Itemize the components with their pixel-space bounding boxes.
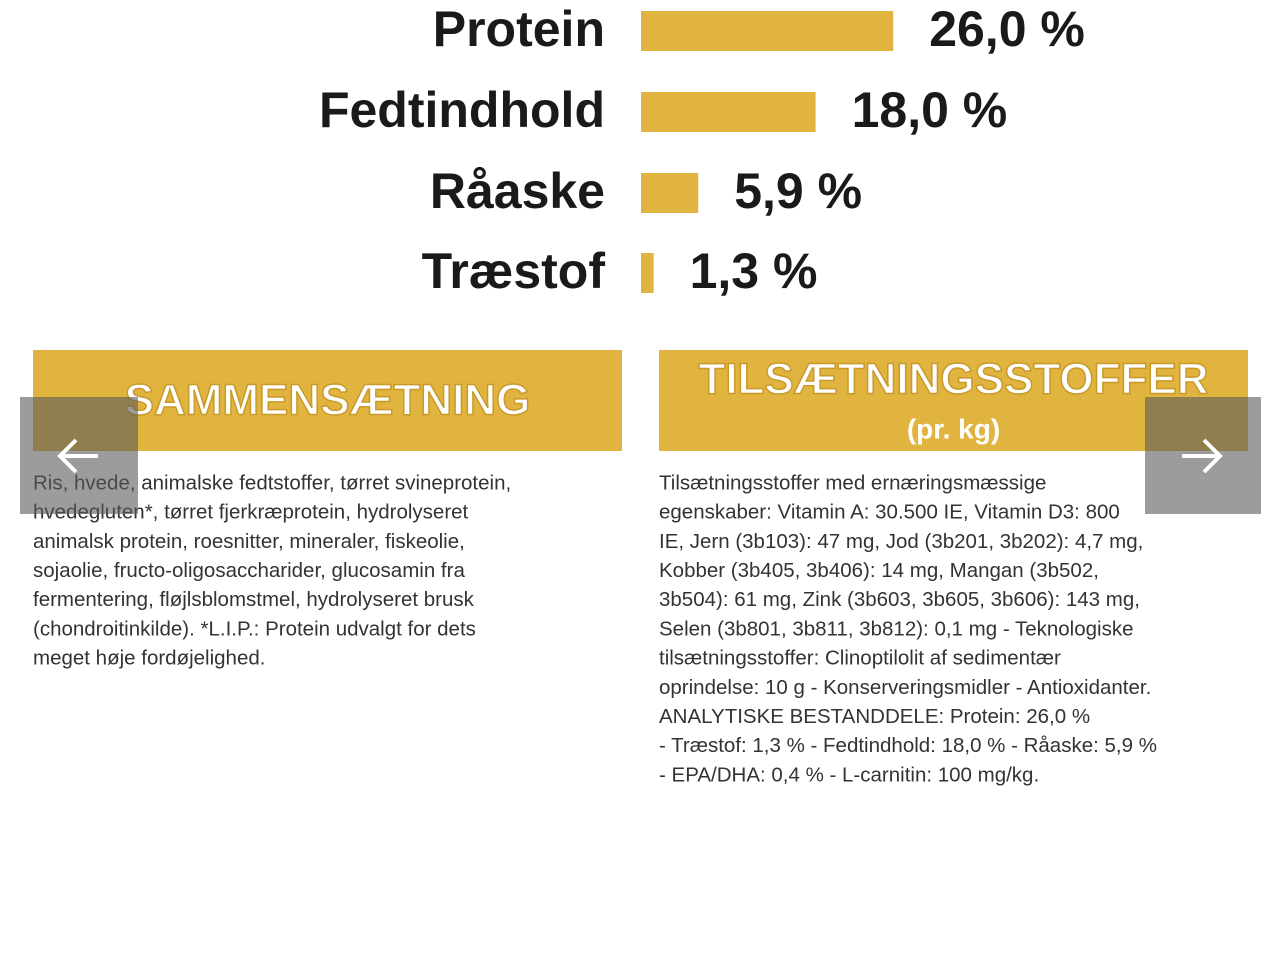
value-label: 1,3 % (690, 243, 818, 299)
panel-text-line: Selen (3b801, 3b811, 3b812): 0,1 mg - Te… (659, 617, 1133, 640)
value-label: 5,9 % (734, 163, 862, 219)
panel-text-line: fermentering, fløjlsblomstmel, hydrolyse… (33, 588, 475, 611)
category-label: Fedtindhold (319, 82, 605, 138)
panel-title: SAMMENSÆTNING (125, 376, 531, 425)
panel-text-line: 3b504): 61 mg, Zink (3b603, 3b605, 3b606… (659, 588, 1140, 611)
next-button[interactable] (1145, 397, 1261, 514)
next-arrow[interactable] (1182, 438, 1223, 474)
panel-subtitle: (pr. kg) (907, 413, 1000, 444)
panel-text-line: Ris, hvede, animalske fedtstoffer, tørre… (33, 471, 511, 494)
panel-text-line: IE, Jern (3b103): 47 mg, Jod (3b201, 3b2… (659, 530, 1143, 553)
panel-text-line: hvedegluten*, tørret fjerkræprotein, hyd… (33, 501, 469, 524)
bar (641, 11, 894, 51)
category-label: Råaske (430, 163, 605, 219)
value-label: 18,0 % (852, 82, 1008, 138)
panel-text-line: ANALYTISKE BESTANDDELE: Protein: 26,0 % (659, 705, 1090, 728)
prev-button[interactable] (20, 397, 138, 514)
prev-arrow[interactable] (57, 438, 98, 474)
bar (641, 92, 816, 132)
panel-text-line: tilsætningsstoffer: Clinoptilolit af sed… (659, 647, 1061, 670)
panel-text-line: sojaolie, fructo-oligosaccharider, gluco… (33, 559, 465, 582)
panel-text-line: - Træstof: 1,3 % - Fedtindhold: 18,0 % -… (659, 734, 1157, 757)
panel-title: TILSÆTNINGSSTOFFER (698, 355, 1208, 404)
panel-text-line: meget høje fordøjelighed. (33, 647, 265, 670)
value-label: 26,0 % (929, 1, 1085, 57)
bar (641, 253, 654, 293)
panel-text-line: animalsk protein, roesnitter, mineraler,… (33, 530, 465, 553)
panel-text-line: (chondroitinkilde). *L.I.P.: Protein udv… (33, 617, 476, 640)
panel-text-line: Tilsætningsstoffer med ernæringsmæssige (659, 471, 1046, 494)
bar (641, 173, 699, 213)
panel-text-line: oprindelse: 10 g - Konserveringsmidler -… (659, 676, 1151, 699)
panel-text-line: egenskaber: Vitamin A: 30.500 IE, Vitami… (659, 501, 1120, 524)
panel-text-line: Kobber (3b405, 3b406): 14 mg, Mangan (3b… (659, 559, 1099, 582)
panel-text-line: - EPA/DHA: 0,4 % - L-carnitin: 100 mg/kg… (659, 763, 1039, 786)
category-label: Protein (433, 1, 605, 57)
category-label: Træstof (422, 243, 606, 299)
